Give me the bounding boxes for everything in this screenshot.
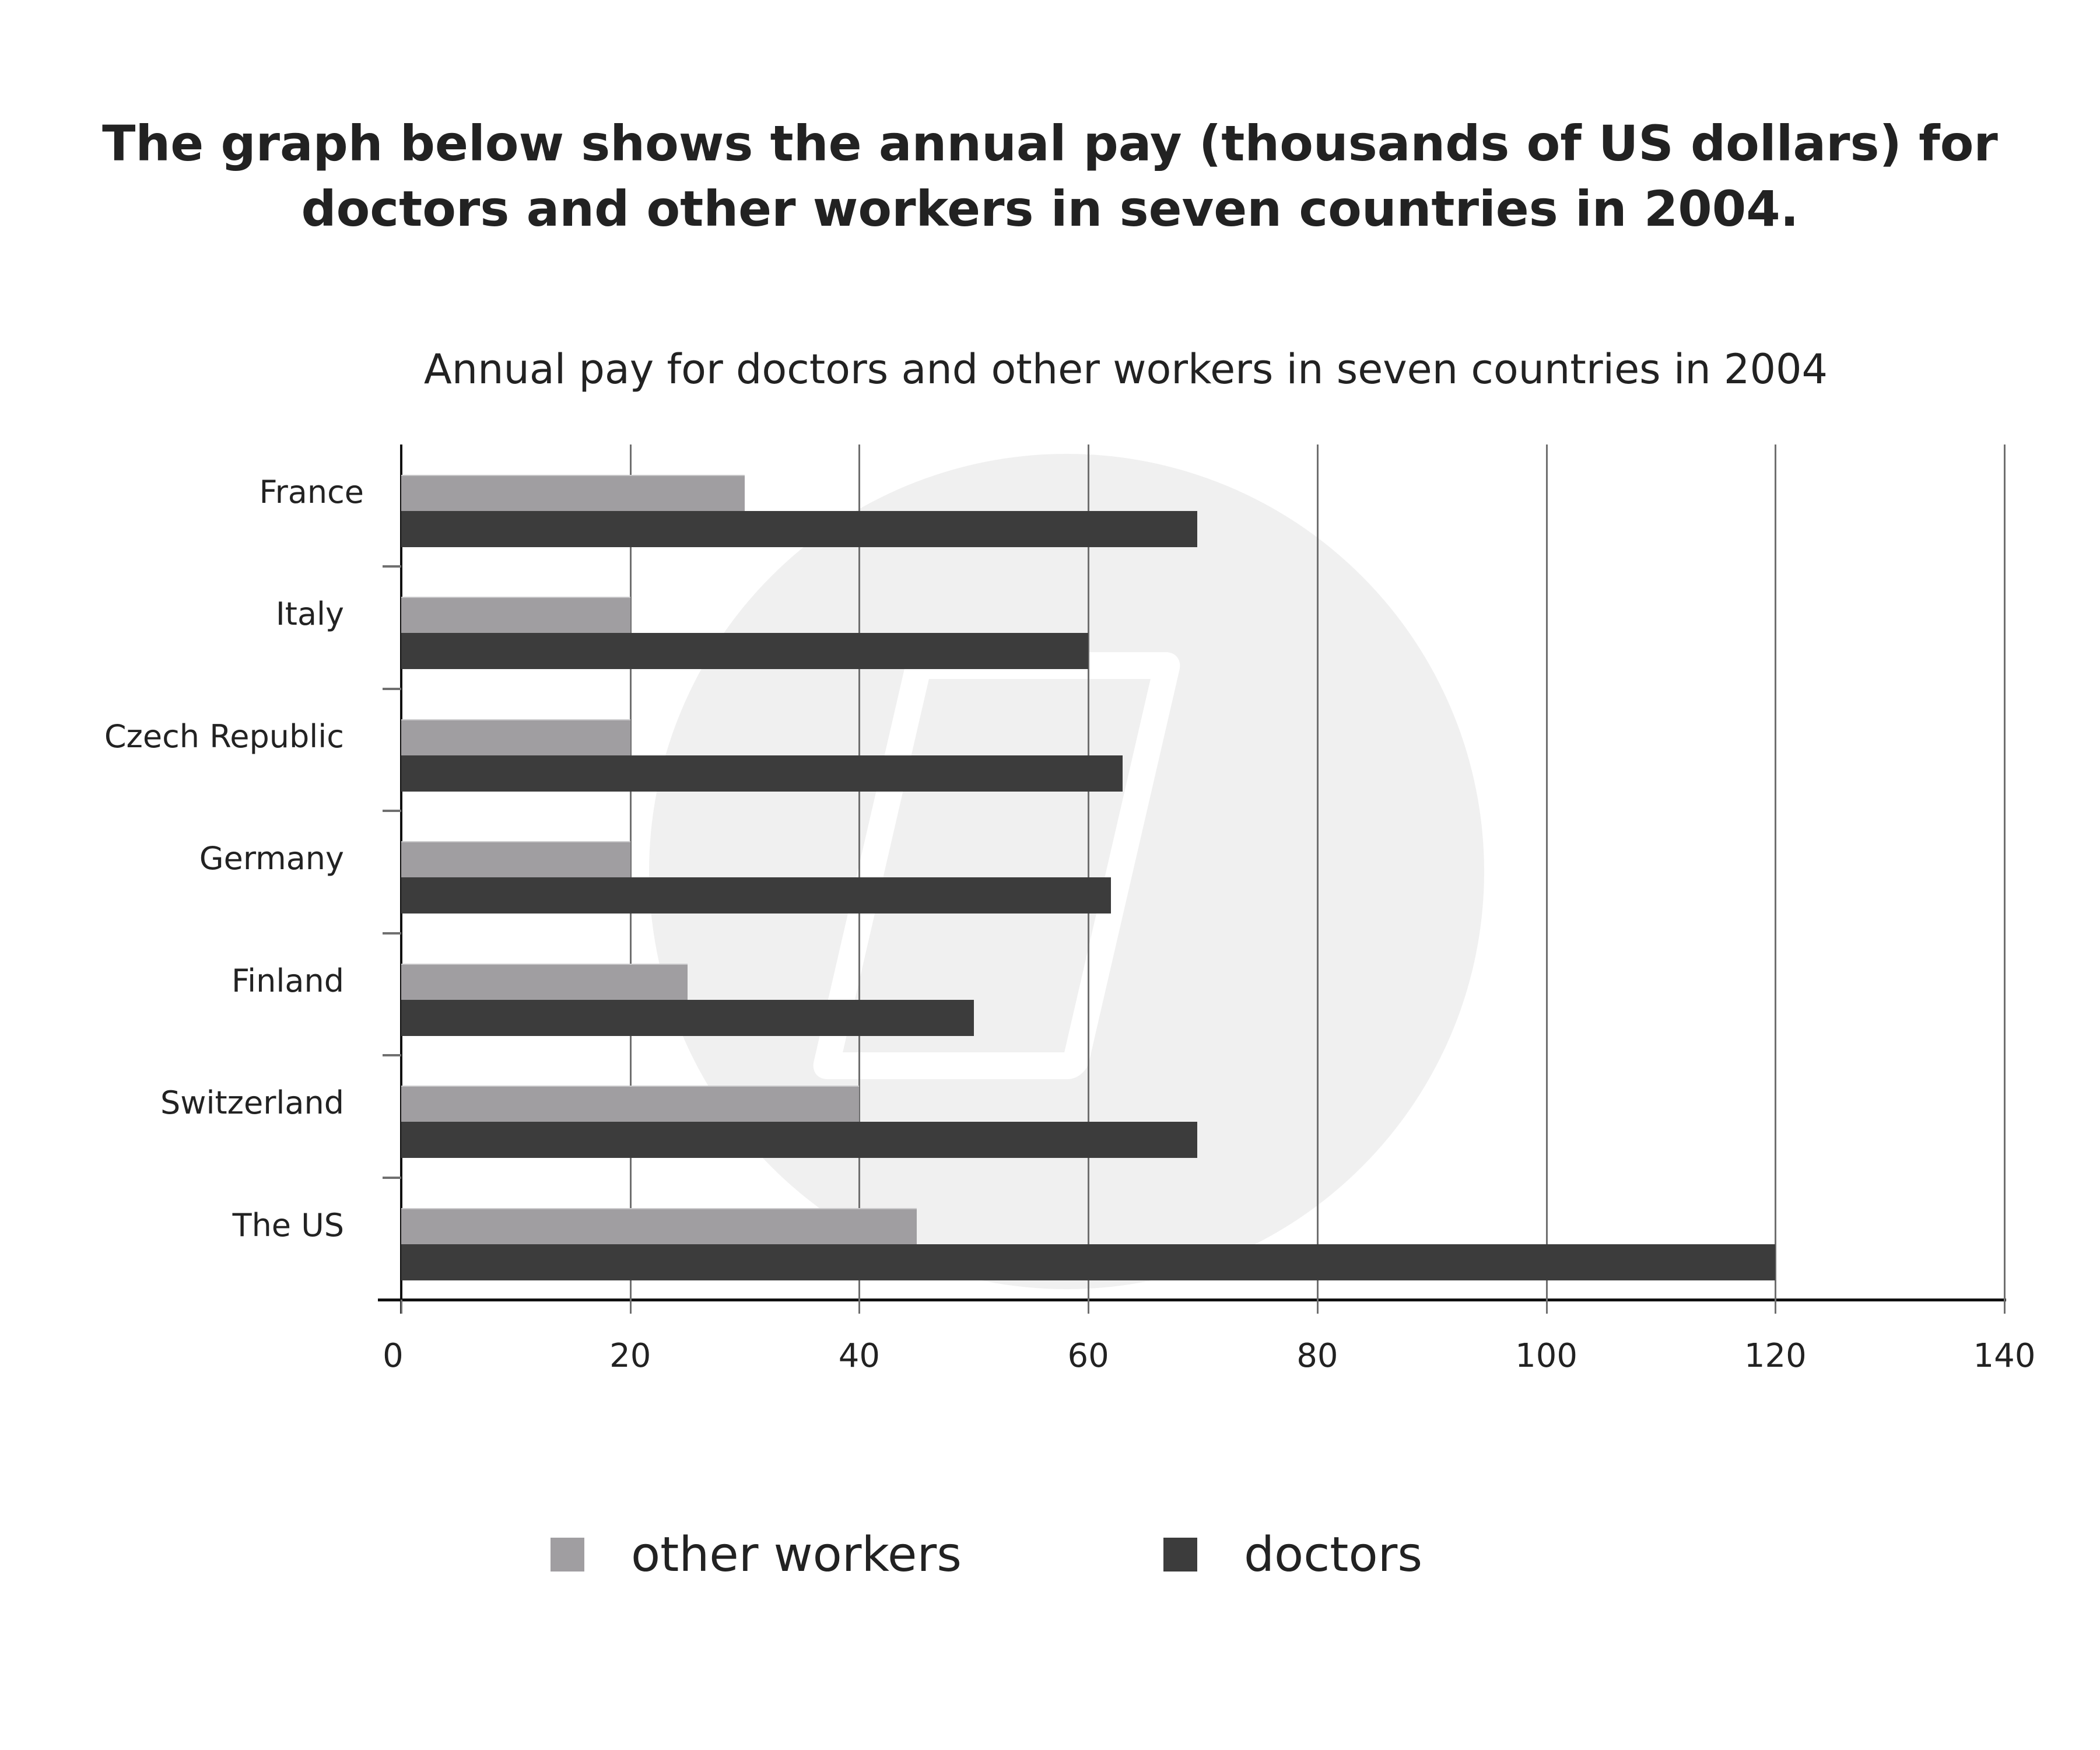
gridline [1088, 444, 1090, 1300]
legend-label-other-workers: other workers [631, 1527, 962, 1583]
y-tick-mark [383, 1176, 401, 1179]
y-tick-mark [383, 1054, 401, 1057]
x-tick-label: 120 [1744, 1337, 1807, 1375]
y-tick-mark [383, 565, 401, 568]
category-label: The US [232, 1206, 344, 1244]
x-tick-label: 40 [838, 1337, 881, 1375]
page-heading: The graph below shows the annual pay (th… [0, 111, 2100, 242]
x-tick-mark [1775, 1300, 1777, 1314]
x-axis-line [378, 1298, 2006, 1301]
bar-other-workers-the-us [401, 1208, 917, 1244]
category-labels: France Italy Czech Republic Germany Finland S… [0, 444, 367, 1300]
gridline [858, 444, 861, 1300]
y-tick-mark [383, 932, 401, 935]
x-tick-mark [1088, 1300, 1090, 1314]
x-tick-mark [1545, 1300, 1548, 1314]
legend-item-doctors: doctors [1163, 1511, 1422, 1598]
legend-swatch-doctors [1163, 1538, 1197, 1572]
x-tick-label: 20 [609, 1337, 651, 1375]
gridline [1775, 444, 1777, 1300]
legend-item-other-workers: other workers [551, 1511, 962, 1598]
bar-other-workers-switzerland [401, 1086, 860, 1122]
category-label: France [259, 474, 364, 510]
chart-title: Annual pay for doctors and other workers… [423, 345, 1828, 393]
gridline [1545, 444, 1548, 1300]
x-tick-label: 80 [1296, 1337, 1338, 1375]
legend-swatch-other-workers [551, 1538, 584, 1572]
legend: other workers doctors [0, 1511, 2100, 1598]
bar-doctors-the-us [401, 1244, 1776, 1280]
category-label: Czech Republic [104, 718, 344, 755]
x-tick-label: 100 [1515, 1337, 1578, 1375]
heading-line-2: doctors and other workers in seven count… [301, 180, 1799, 237]
y-tick-mark [383, 687, 401, 690]
x-tick-mark [1316, 1300, 1319, 1314]
y-tick-mark [383, 810, 401, 813]
bar-doctors-czech-republic [401, 755, 1123, 792]
x-tick-label: 140 [1973, 1337, 2036, 1375]
legend-label-doctors: doctors [1244, 1527, 1423, 1583]
x-tick-label: 0 [383, 1337, 404, 1375]
x-tick-mark [2004, 1300, 2006, 1314]
bar-doctors-italy [401, 633, 1089, 670]
bar-doctors-germany [401, 877, 1112, 914]
x-tick-label: 60 [1067, 1337, 1109, 1375]
category-label: Finland [232, 962, 344, 999]
bar-doctors-finland [401, 999, 974, 1036]
bar-other-workers-germany [401, 841, 630, 878]
x-tick-mark [858, 1300, 861, 1314]
plot-area [378, 444, 2006, 1314]
x-tick-mark [629, 1300, 632, 1314]
category-label: Switzerland [160, 1084, 344, 1122]
gridline [629, 444, 632, 1300]
heading-line-1: The graph below shows the annual pay (th… [102, 115, 1998, 172]
bar-doctors-france [401, 511, 1197, 547]
x-tick-mark [401, 1300, 402, 1314]
category-label: Germany [199, 840, 344, 877]
bar-other-workers-italy [401, 597, 630, 634]
bar-other-workers-finland [401, 963, 688, 1000]
bar-doctors-switzerland [401, 1122, 1197, 1158]
category-label: Italy [275, 596, 344, 633]
gridline [2004, 444, 2006, 1300]
bar-other-workers-france [401, 475, 745, 511]
gridline [1316, 444, 1319, 1300]
bar-other-workers-czech-republic [401, 719, 630, 755]
